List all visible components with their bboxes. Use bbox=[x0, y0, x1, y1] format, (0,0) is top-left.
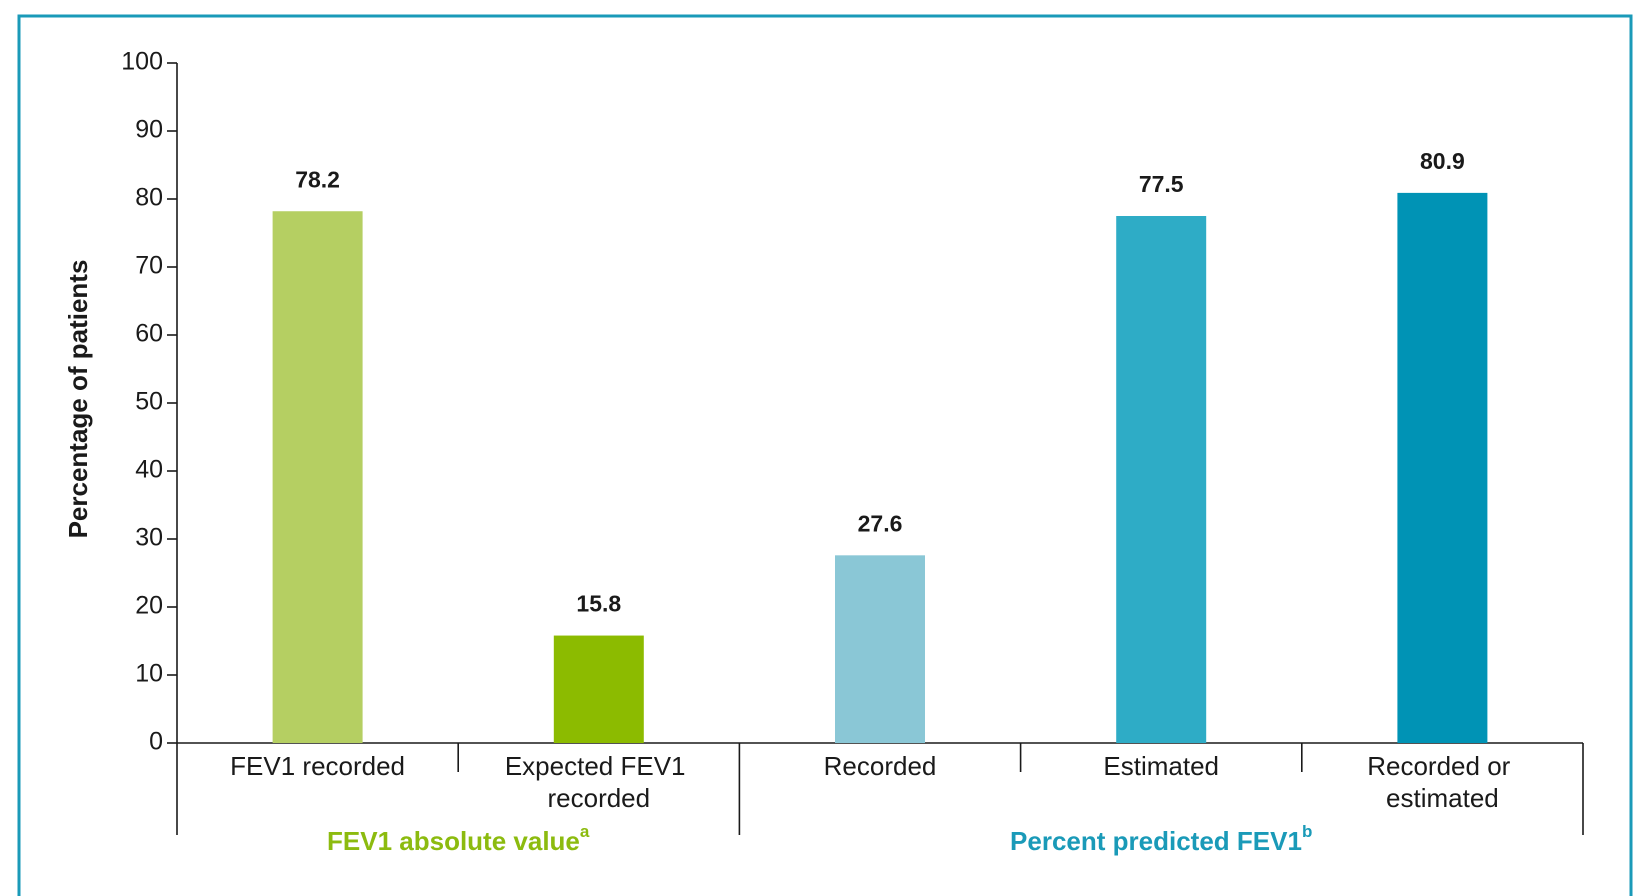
group-label: Percent predicted FEV1b bbox=[1010, 822, 1312, 855]
y-tick-label: 60 bbox=[135, 320, 163, 348]
bar bbox=[1116, 216, 1207, 743]
y-tick-label: 90 bbox=[135, 116, 163, 144]
group-name: Percent predicted FEV1 bbox=[1010, 826, 1302, 856]
group-label: FEV1 absolute valuea bbox=[327, 822, 590, 855]
value-label: 80.9 bbox=[1420, 148, 1465, 174]
x-tick-label: Expected FEV1 recorded bbox=[505, 751, 693, 813]
value-label: 15.8 bbox=[576, 591, 621, 617]
label-line: Expected FEV1 bbox=[505, 751, 693, 781]
label-line: estimated bbox=[1386, 783, 1499, 813]
y-axis-label: Percentage of patients bbox=[63, 260, 93, 539]
value-label: 27.6 bbox=[858, 510, 903, 536]
y-tick-label: 40 bbox=[135, 456, 163, 484]
x-tick-label: Estimated bbox=[1103, 751, 1219, 781]
bar bbox=[272, 211, 363, 744]
y-tick-label: 50 bbox=[135, 388, 163, 416]
y-tick-label: 10 bbox=[135, 660, 163, 688]
bar bbox=[1397, 192, 1488, 743]
y-tick-label: 20 bbox=[135, 592, 163, 620]
x-tick-label: FEV1 recorded bbox=[230, 751, 405, 781]
bar bbox=[553, 635, 644, 743]
value-label: 78.2 bbox=[295, 166, 340, 192]
y-tick-label: 70 bbox=[135, 252, 163, 280]
y-tick-label: 80 bbox=[135, 184, 163, 212]
y-tick-label: 30 bbox=[135, 524, 163, 552]
value-label: 77.5 bbox=[1139, 171, 1184, 197]
y-tick-label: 100 bbox=[121, 48, 163, 76]
group-sup: a bbox=[580, 822, 590, 841]
x-tick-label: Recorded bbox=[824, 751, 937, 781]
y-tick-label: 0 bbox=[149, 728, 163, 756]
bar bbox=[835, 555, 925, 743]
frame bbox=[17, 14, 1633, 896]
group-sup: b bbox=[1302, 822, 1312, 841]
label-line: Recorded or bbox=[1367, 751, 1517, 781]
x-tick-label: Recorded or estimated bbox=[1367, 751, 1517, 813]
label-line: recorded bbox=[547, 783, 650, 813]
group-name: FEV1 absolute value bbox=[327, 826, 580, 856]
